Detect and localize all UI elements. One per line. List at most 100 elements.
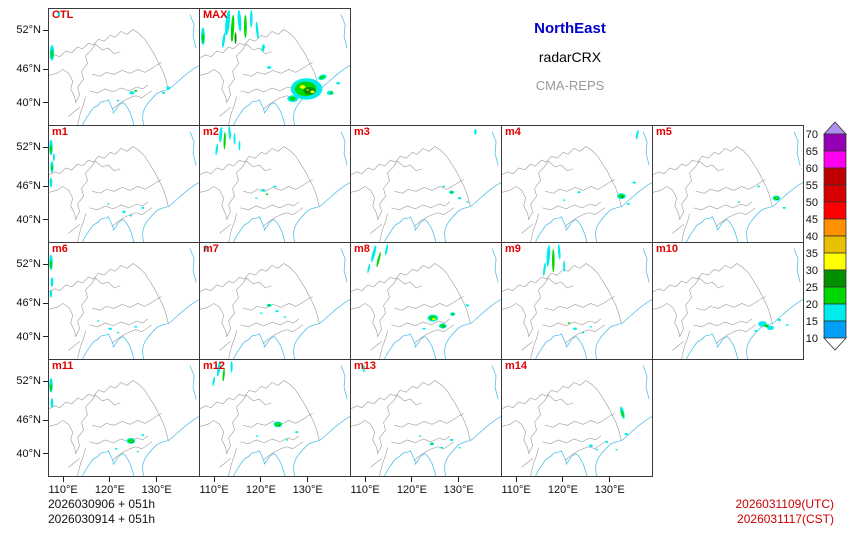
lon-tick-mark <box>609 477 611 482</box>
lon-tick-mark <box>109 477 111 482</box>
colorbar-segment <box>823 320 847 339</box>
colorbar-segment <box>823 286 847 305</box>
panel-map-svg <box>49 365 199 476</box>
colorbar-level-label: 35 <box>806 248 818 260</box>
panel-map-svg <box>653 131 803 242</box>
region-title: NorthEast <box>534 20 606 37</box>
colorbar-level-label: 55 <box>806 180 818 192</box>
lon-tick-mark <box>307 477 309 482</box>
valid-time-utc: 2026031109(UTC) <box>735 497 834 511</box>
lat-tick-label: 52°N <box>16 141 41 154</box>
panel-map-svg <box>502 130 652 242</box>
lat-tick-mark <box>43 336 48 338</box>
map-panel-m7: m7 <box>199 242 351 360</box>
lat-tick-label: 52°N <box>16 375 41 388</box>
panel-map-svg <box>351 128 501 242</box>
panel-map-svg <box>200 360 350 476</box>
panel-label: m9 <box>505 243 521 255</box>
lon-tick-mark <box>213 477 215 482</box>
product-title: radarCRX <box>538 49 602 65</box>
figure-titles: NorthEast radarCRX CMA-REPS <box>425 20 715 93</box>
colorbar-level-label: 25 <box>806 282 818 294</box>
colorbar-level-label: 40 <box>806 231 818 243</box>
panel-label: m8 <box>354 243 370 255</box>
lat-tick-label: 46°N <box>16 414 41 427</box>
colorbar: 70 65 60 55 50 45 40 35 30 25 20 15 10 <box>778 116 854 366</box>
panel-map-svg <box>49 131 199 242</box>
colorbar-level-label: 10 <box>806 333 818 345</box>
map-panel-m5: m5 <box>652 125 804 243</box>
panel-map-svg <box>200 126 350 242</box>
colorbar-segment <box>823 133 847 152</box>
lon-tick-mark <box>411 477 413 482</box>
lon-tick-mark <box>364 477 366 482</box>
init-times: 2026030906 + 051h 2026030914 + 051h <box>48 497 155 527</box>
lon-tick-label: 110°E <box>350 484 380 496</box>
panel-label: m2 <box>203 126 219 138</box>
lon-tick-label: 130°E <box>141 484 172 496</box>
lon-tick-label: 110°E <box>501 484 531 496</box>
model-title: CMA-REPS <box>535 78 605 93</box>
lat-tick-label: 40°N <box>16 447 41 460</box>
map-panel-m11: m11 <box>48 359 200 477</box>
colorbar-level-label: 45 <box>806 214 818 226</box>
panel-label: m6 <box>52 243 68 255</box>
panel-label: MAX <box>203 9 228 21</box>
lon-tick-mark <box>562 477 564 482</box>
map-panel-m4: m4 <box>501 125 653 243</box>
lon-tick-label: 130°E <box>443 484 474 496</box>
lat-tick-label: 52°N <box>16 24 41 37</box>
lon-tick-label: 130°E <box>594 484 625 496</box>
valid-time-cst: 2026031117(CST) <box>737 512 834 526</box>
colorbar-level-label: 15 <box>806 316 818 328</box>
panel-label: m10 <box>656 243 679 255</box>
lat-tick-label: 46°N <box>16 297 41 310</box>
lat-tick-mark <box>43 68 48 70</box>
panel-label: m7 <box>203 243 219 255</box>
init-time-line1: 2026030906 + 051h <box>48 497 156 511</box>
panel-map-svg <box>49 248 199 359</box>
colorbar-level-label: 60 <box>806 163 818 175</box>
lat-tick-label: 40°N <box>16 96 41 109</box>
lon-tick-label: 110°E <box>48 484 78 496</box>
panel-label: m13 <box>354 360 377 372</box>
panel-map-svg <box>653 248 803 359</box>
map-panel-m9: m9 <box>501 242 653 360</box>
lat-tick-label: 46°N <box>16 63 41 76</box>
colorbar-level-label: 50 <box>806 197 818 209</box>
map-panel-m8: m8 <box>350 242 502 360</box>
lon-tick-label: 120°E <box>245 484 276 496</box>
panel-map-svg <box>200 9 350 125</box>
colorbar-segment <box>823 269 847 288</box>
lat-tick-mark <box>43 419 48 421</box>
panel-map-svg <box>351 364 501 476</box>
lat-tick-mark <box>43 380 48 382</box>
lat-tick-mark <box>43 302 48 304</box>
map-panel-m13: m13 <box>350 359 502 477</box>
lat-tick-label: 40°N <box>16 330 41 343</box>
colorbar-segment <box>823 184 847 203</box>
panel-label: m4 <box>505 126 521 138</box>
lon-tick-label: 120°E <box>94 484 125 496</box>
lat-tick-label: 52°N <box>16 258 41 271</box>
lon-tick-mark <box>260 477 262 482</box>
map-panel-m12: m12 <box>199 359 351 477</box>
map-panel-m1: m1 <box>48 125 200 243</box>
lat-tick-mark <box>43 146 48 148</box>
init-time-line2: 2026030914 + 051h <box>48 512 156 526</box>
panel-label: m1 <box>52 126 68 138</box>
panel-map-svg <box>200 244 350 359</box>
panel-map-svg <box>502 365 652 476</box>
lat-tick-mark <box>43 185 48 187</box>
colorbar-segment <box>823 218 847 237</box>
panel-label: m14 <box>505 360 528 372</box>
colorbar-scale: 70 65 60 55 50 45 40 35 30 25 20 15 10 <box>806 121 847 351</box>
lat-tick-label: 46°N <box>16 180 41 193</box>
map-panel-m10: m10 <box>652 242 804 360</box>
panel-map-svg <box>351 244 501 359</box>
map-panel-CTL: CTL <box>48 8 200 126</box>
colorbar-segment <box>823 235 847 254</box>
map-panel-m14: m14 <box>501 359 653 477</box>
lat-tick-mark <box>43 29 48 31</box>
